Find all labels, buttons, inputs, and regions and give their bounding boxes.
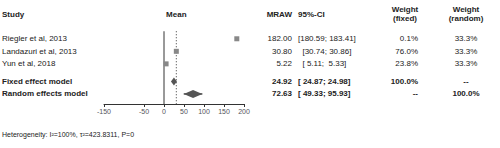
svg-text:100.0%: 100.0% [391,77,418,86]
svg-text:(fixed): (fixed) [393,14,417,23]
svg-text:Weight: Weight [392,5,419,14]
svg-text:Landazuri et al, 2013: Landazuri et al, 2013 [2,47,77,56]
svg-text:(random): (random) [449,14,484,23]
svg-text:[ 49.33; 95.93]: [ 49.33; 95.93] [298,89,351,98]
svg-text:5.22: 5.22 [270,59,293,68]
svg-text:[180.59; 183.41]: [180.59; 183.41] [298,34,356,43]
svg-text:76.0%: 76.0% [393,47,418,56]
svg-text:Study: Study [2,10,25,19]
svg-text:MRAW: MRAW [267,10,293,19]
svg-text:-50: -50 [139,108,149,115]
svg-text:Weight: Weight [453,5,480,14]
svg-text:Mean: Mean [166,10,187,19]
svg-text:[ 24.87; 24.98]: [ 24.87; 24.98] [298,77,351,86]
svg-text:--: -- [463,77,469,86]
svg-text:-150: -150 [97,108,111,115]
svg-text:100: 100 [198,108,210,115]
svg-text:200: 200 [238,108,250,115]
svg-text:Riegler et al, 2013: Riegler et al, 2013 [2,34,67,43]
svg-text:30.80: 30.80 [268,47,293,56]
svg-text:33.3%: 33.3% [455,34,478,43]
svg-text:Fixed effect model: Fixed effect model [2,77,72,86]
svg-text:0: 0 [162,108,166,115]
svg-text:--: -- [413,89,419,98]
svg-text:33.3%: 33.3% [455,47,478,56]
svg-text:[ 5.11; 5.33]: [ 5.11; 5.33] [298,59,346,68]
svg-text:Heterogeneity: I²=100%, τ²=423: Heterogeneity: I²=100%, τ²=423.8311, P=0 [2,131,134,139]
svg-text:0.1%: 0.1% [395,34,418,43]
svg-text:182.00: 182.00 [265,34,292,43]
svg-text:50: 50 [180,108,188,115]
svg-text:Random effects model: Random effects model [2,89,88,98]
svg-text:[30.74; 30.86]: [30.74; 30.86] [298,47,351,56]
svg-text:23.8%: 23.8% [393,59,418,68]
svg-text:24.92: 24.92 [268,77,293,86]
svg-text:72.63: 72.63 [268,89,293,98]
svg-text:100.0%: 100.0% [452,89,479,98]
svg-text:33.3%: 33.3% [455,59,478,68]
svg-text:150: 150 [218,108,230,115]
svg-text:95%-CI: 95%-CI [298,10,325,19]
svg-text:Yun et al, 2018: Yun et al, 2018 [2,59,56,68]
